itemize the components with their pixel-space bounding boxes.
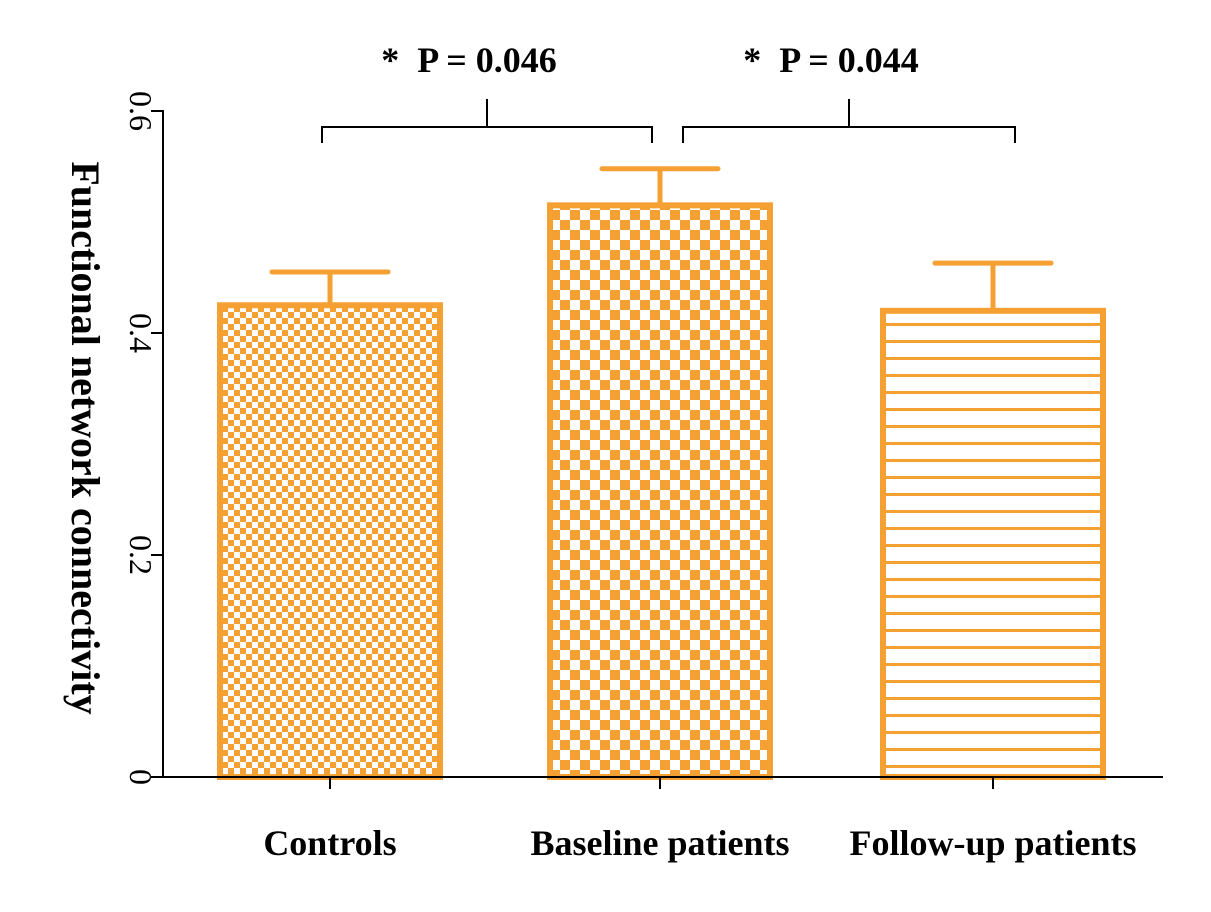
significance-bracket bbox=[682, 99, 1016, 143]
significance-bracket bbox=[321, 99, 653, 143]
x-tick-label: Controls bbox=[263, 823, 396, 863]
significance-label: * P = 0.046 bbox=[381, 40, 557, 80]
x-tick-label: Baseline patients bbox=[530, 823, 789, 863]
y-tick-label: 0.6 bbox=[123, 91, 159, 131]
significance-label: * P = 0.044 bbox=[743, 40, 919, 80]
y-axis-label: Functional network connectivity bbox=[63, 161, 108, 714]
y-tick-label: 0.2 bbox=[123, 535, 159, 575]
x-tick-label: Follow-up patients bbox=[849, 823, 1136, 863]
bar-baseline-patients bbox=[547, 202, 773, 781]
bar-controls bbox=[217, 302, 443, 780]
y-tick-label: 0.4 bbox=[123, 313, 159, 353]
bar-follow-up-patients bbox=[880, 307, 1106, 780]
y-tick-label: 0 bbox=[123, 769, 159, 785]
